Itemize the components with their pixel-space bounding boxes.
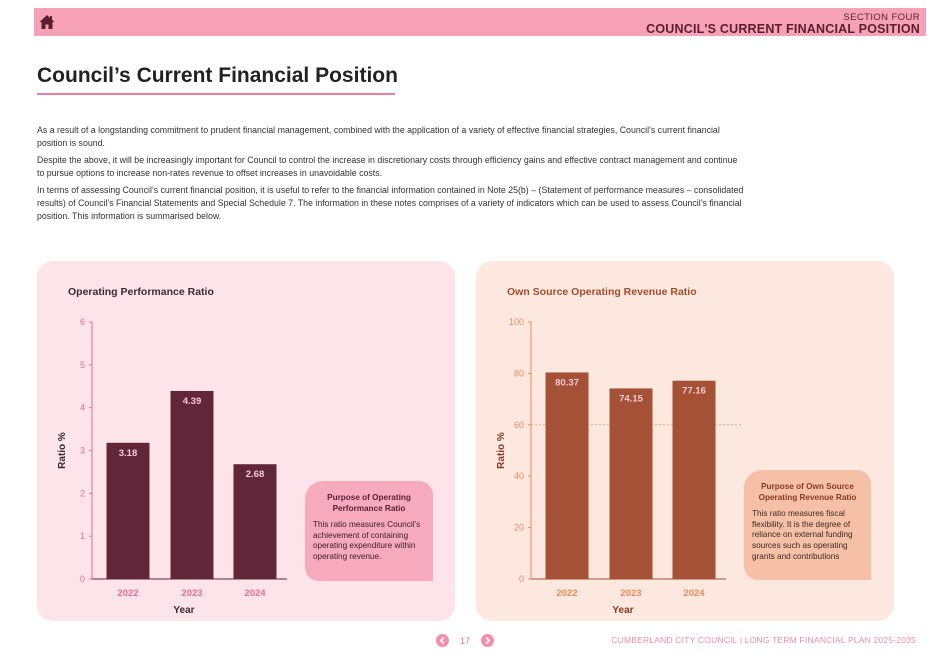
y-tick-label: 1 xyxy=(80,531,85,541)
y-tick-label: 20 xyxy=(514,523,524,533)
y-tick-label: 60 xyxy=(514,420,524,430)
purpose-box-operating-performance: Purpose of Operating Performance Ratio T… xyxy=(305,481,433,581)
purpose-box-own-source-revenue: Purpose of Own Source Operating Revenue … xyxy=(744,470,871,580)
x-tick-label: 2023 xyxy=(181,588,202,599)
x-tick-label: 2024 xyxy=(244,588,266,599)
y-axis-title: Ratio % xyxy=(496,432,507,469)
y-tick-label: 3 xyxy=(80,446,85,456)
data-label: 80.37 xyxy=(555,377,579,388)
x-axis-title: Year xyxy=(612,605,633,616)
header-bar: SECTION FOUR COUNCIL'S CURRENT FINANCIAL… xyxy=(34,8,926,36)
bar-2023 xyxy=(609,388,653,579)
purpose-text: This ratio measures Council’s achievemen… xyxy=(313,520,421,561)
data-label: 74.15 xyxy=(619,393,643,404)
bar-2022 xyxy=(545,372,589,579)
intro-paragraph: Despite the above, it will be increasing… xyxy=(37,155,738,178)
y-tick-label: 40 xyxy=(514,471,524,481)
data-label: 3.18 xyxy=(119,448,138,459)
y-tick-label: 6 xyxy=(80,317,85,327)
data-label: 2.68 xyxy=(246,469,265,480)
intro-text: As a result of a longstanding commitment… xyxy=(37,124,747,227)
chevron-left-icon[interactable] xyxy=(436,634,449,647)
y-tick-label: 2 xyxy=(80,488,85,498)
footer-text: CUMBERLAND CITY COUNCIL | LONG TERM FINA… xyxy=(611,635,916,645)
own-source-revenue-chart: 0 20 40 60 80 100 80.37 2022 74.15 2023 77.16 2024 Y… xyxy=(496,317,742,616)
section-label: SECTION FOUR xyxy=(843,12,920,23)
bar-2023 xyxy=(170,390,214,579)
y-tick-label: 5 xyxy=(80,360,85,370)
page-navigation: 17 xyxy=(436,634,496,648)
chart-title: Own Source Operating Revenue Ratio xyxy=(507,286,697,298)
bar-2024 xyxy=(672,380,716,579)
title-underline xyxy=(37,93,395,95)
bar-2022 xyxy=(106,442,150,579)
intro-paragraph: In terms of assessing Council’s current … xyxy=(37,185,744,221)
x-tick-label: 2022 xyxy=(117,588,138,599)
purpose-title: Purpose of Own Source Operating Revenue … xyxy=(758,482,857,502)
y-tick-label: 0 xyxy=(519,574,524,584)
page-title: Council’s Current Financial Position xyxy=(37,64,398,87)
purpose-title: Purpose of Operating Performance Ratio xyxy=(327,493,411,513)
chart-panel-operating-performance: Operating Performance Ratio 0 1 2 3 4 5 6 3.18 2… xyxy=(37,261,455,621)
chart-panel-own-source-revenue: Own Source Operating Revenue Ratio 0 20 40… xyxy=(476,261,894,621)
intro-paragraph: As a result of a longstanding commitment… xyxy=(37,125,720,148)
data-label: 77.16 xyxy=(682,386,706,397)
y-axis-title: Ratio % xyxy=(57,432,68,469)
page-number: 17 xyxy=(459,636,470,646)
x-axis-title: Year xyxy=(173,605,194,616)
bar-2024 xyxy=(233,464,277,579)
home-icon[interactable] xyxy=(38,13,56,31)
y-tick-label: 4 xyxy=(80,403,85,413)
operating-performance-chart: 0 1 2 3 4 5 6 3.18 2022 4.39 2023 2.68 2024 Year Ratio… xyxy=(57,317,287,616)
chevron-right-icon[interactable] xyxy=(481,634,494,647)
purpose-text: This ratio measures fiscal flexibility. … xyxy=(752,509,853,561)
x-tick-label: 2023 xyxy=(620,588,641,599)
x-tick-label: 2022 xyxy=(556,588,577,599)
y-tick-label: 80 xyxy=(514,368,524,378)
chart-title: Operating Performance Ratio xyxy=(68,286,214,298)
y-tick-label: 0 xyxy=(80,574,85,584)
x-tick-label: 2024 xyxy=(683,588,705,599)
section-title: COUNCIL'S CURRENT FINANCIAL POSITION xyxy=(646,22,920,36)
data-label: 4.39 xyxy=(183,396,202,407)
y-tick-label: 100 xyxy=(509,317,524,327)
